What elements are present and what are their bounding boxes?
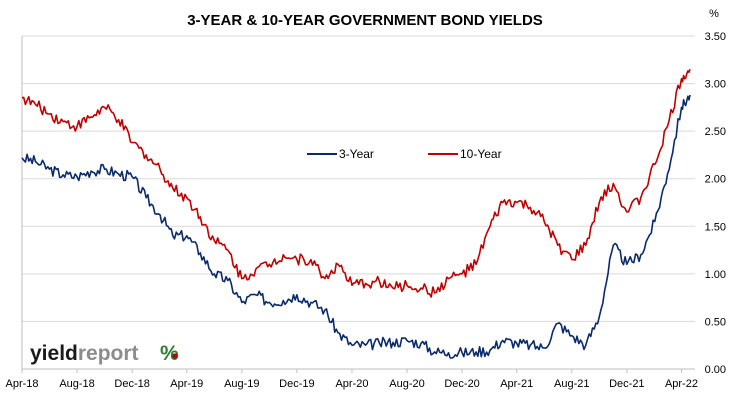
y-axis-unit: % xyxy=(709,8,719,20)
x-tick-label: Apr-21 xyxy=(500,378,533,390)
series-line-3-year xyxy=(21,94,691,359)
y-tick-label: 0.00 xyxy=(705,364,726,376)
logo-percent-icon: % xyxy=(160,342,179,365)
y-tick-label: 3.00 xyxy=(705,79,726,91)
svg-text:yieldreport: yieldreport xyxy=(30,342,139,365)
x-tick-label: Apr-18 xyxy=(5,378,38,390)
y-tick-label: 1.50 xyxy=(705,221,726,233)
yieldreport-logo: yieldreport % xyxy=(30,342,179,365)
y-tick-label: 3.50 xyxy=(705,31,726,43)
legend-label: 10-Year xyxy=(460,147,502,161)
axes xyxy=(21,36,695,370)
x-tick-label: Aug-18 xyxy=(59,378,94,390)
x-tick-label: Apr-20 xyxy=(335,378,368,390)
logo-accent-dot-icon xyxy=(172,353,178,359)
x-tick-label: Dec-20 xyxy=(444,378,479,390)
y-tick-label: 1.00 xyxy=(705,269,726,281)
x-tick-label: Aug-20 xyxy=(389,378,424,390)
series-line-10-year xyxy=(21,69,691,298)
legend-label: 3-Year xyxy=(339,147,374,161)
x-axis-ticks: Apr-18 Aug-18 Dec-18 Apr-19 Aug-19 Dec-19 Apr-… xyxy=(5,369,698,390)
y-axis-ticks: 0.00 0.50 1.00 1.50 2.00 2.50 3.00 3.50 xyxy=(705,31,726,376)
logo-word-yield: yield xyxy=(30,342,78,365)
logo-word-report: report xyxy=(78,342,139,365)
x-tick-label: Apr-22 xyxy=(665,378,698,390)
x-tick-label: Dec-19 xyxy=(279,378,314,390)
x-tick-label: Apr-19 xyxy=(170,378,203,390)
y-tick-label: 0.50 xyxy=(705,316,726,328)
chart-title: 3-YEAR & 10-YEAR GOVERNMENT BOND YIELDS xyxy=(187,12,543,29)
x-tick-label: Aug-21 xyxy=(554,378,589,390)
y-tick-label: 2.50 xyxy=(705,126,726,138)
legend: 3-Year 10-Year xyxy=(307,147,502,161)
x-tick-label: Dec-18 xyxy=(114,378,149,390)
series-lines xyxy=(21,69,691,359)
x-tick-label: Aug-19 xyxy=(224,378,259,390)
x-tick-label: Dec-21 xyxy=(609,378,644,390)
y-tick-label: 2.00 xyxy=(705,174,726,186)
